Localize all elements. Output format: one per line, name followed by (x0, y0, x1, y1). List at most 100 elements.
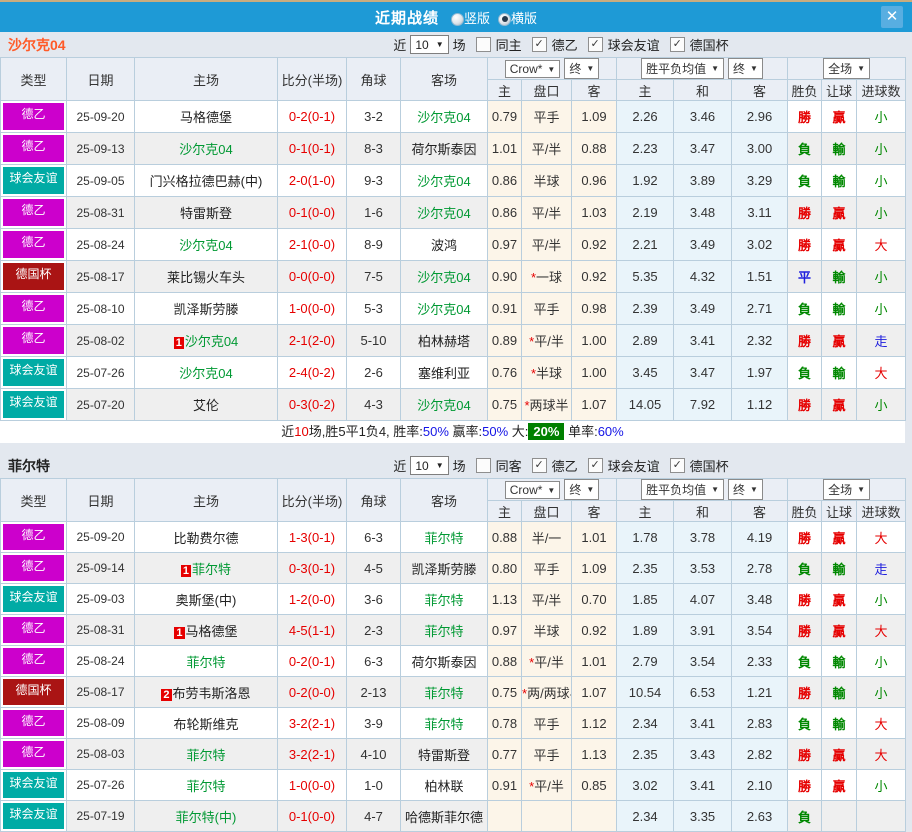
away-team-cell: 沙尔克04 (400, 388, 488, 421)
crow-home-odds-cell (487, 800, 522, 832)
home-team-cell: 凯泽斯劳滕 (134, 292, 278, 325)
crow-home-odds-cell: 0.91 (487, 292, 522, 325)
filter-suffix: 场 (452, 38, 466, 53)
goals-result-cell: 小 (856, 132, 907, 165)
final-select-2[interactable]: 终 ▼ (728, 479, 763, 500)
away-team-name: 沙尔克04 (417, 398, 471, 413)
home-team-name: 沙尔克04 (179, 366, 233, 381)
home-team-cell: 比勒费尔德 (134, 521, 278, 553)
fulltime-select[interactable]: 全场 ▼ (823, 58, 871, 79)
checkbox-同主[interactable] (475, 37, 491, 52)
crow-away-odds-cell: 1.12 (570, 707, 618, 739)
checkbox-球会友谊[interactable]: ✓ (587, 458, 603, 473)
league-type-cell: 德乙 (0, 132, 67, 165)
avg-draw-cell: 3.47 (673, 132, 733, 165)
league-badge: 德乙 (3, 710, 64, 736)
corner-cell: 6-3 (346, 645, 401, 677)
handicap-cell: 半球 (521, 164, 572, 197)
handicap-name: 平/半 (534, 778, 564, 794)
home-team-cell: 菲尔特 (134, 769, 278, 801)
handicap-cell: 平手 (521, 100, 572, 133)
checkbox-同客[interactable] (475, 458, 491, 473)
home-team-name: 沙尔克04 (184, 334, 239, 349)
handicap-name: 平/半 (534, 654, 564, 670)
close-button[interactable]: ✕ (881, 6, 903, 28)
league-badge: 德乙 (3, 617, 64, 643)
handicap-name: 两球半 (529, 398, 569, 413)
league-badge: 德国杯 (3, 679, 64, 705)
avg-select[interactable]: 胜平负均值 ▼ (641, 58, 725, 79)
checkbox-德国杯[interactable]: ✓ (669, 458, 685, 473)
avg-odds-group: 胜平负均值 ▼ 终 ▼ (616, 478, 789, 501)
result-cell: 負 (787, 707, 823, 739)
subheader: 胜负 (787, 79, 823, 101)
avg-away-cell: 2.82 (731, 738, 789, 770)
bookmaker-select[interactable]: Crow* ▼ (504, 481, 561, 499)
avg-home-cell: 14.05 (616, 388, 675, 421)
avg-home-cell: 2.34 (616, 707, 675, 739)
rank-badge: 1 (173, 337, 184, 349)
away-team-cell: 沙尔克04 (400, 100, 488, 133)
avg-draw-cell: 3.41 (673, 769, 733, 801)
final-select[interactable]: 终 ▼ (564, 58, 600, 79)
avg-select[interactable]: 胜平负均值 ▼ (641, 479, 725, 500)
bookmaker-select[interactable]: Crow* ▼ (504, 60, 561, 78)
match-row: 球会友谊 25-07-19 菲尔特(中) 0-1(0-0) 4-7 哈德斯菲尔德 2.34 3… (0, 800, 907, 832)
rank-badge: 1 (174, 626, 185, 639)
match-count-select[interactable]: 10 ▼ (410, 456, 449, 475)
home-team-name: 马格德堡 (185, 623, 238, 639)
checkbox-德国杯[interactable]: ✓ (669, 37, 685, 52)
fulltime-select[interactable]: 全场 ▼ (823, 479, 871, 500)
avg-home-cell: 1.92 (616, 164, 675, 197)
home-team-cell: 莱比锡火车头 (134, 260, 278, 293)
subheader: 盘口 (521, 500, 572, 522)
match-row: 德乙 25-08-24 菲尔特 0-2(0-1) 6-3 荷尔斯泰因 0.88 *平/半 1.0… (0, 645, 907, 677)
layout-radio-selected[interactable] (498, 12, 511, 26)
summary-segment: 20% (528, 423, 565, 440)
handicap-result-cell: 輸 (821, 356, 858, 389)
select-label: Crow* (509, 483, 543, 497)
crow-home-odds-cell: 0.91 (487, 769, 522, 801)
league-badge: 德乙 (3, 231, 64, 258)
avg-home-cell: 2.23 (616, 132, 675, 165)
away-team-name: 沙尔克04 (417, 302, 471, 317)
home-team-cell: 沙尔克04 (134, 228, 278, 261)
header-col-1: 日期 (66, 57, 135, 101)
avg-draw-cell: 3.46 (673, 100, 733, 133)
avg-away-cell: 2.83 (731, 707, 789, 739)
final-select-2[interactable]: 终 ▼ (728, 58, 763, 79)
subheader: 客 (570, 79, 618, 101)
away-team-name: 菲尔特 (424, 623, 464, 639)
fulltime-group: 全场 ▼ (787, 478, 907, 501)
corner-cell: 3-2 (346, 100, 401, 133)
final-select[interactable]: 终 ▼ (564, 479, 600, 500)
away-team-name: 柏林联 (424, 778, 464, 794)
league-badge: 球会友谊 (3, 803, 64, 829)
checkbox-德乙[interactable]: ✓ (531, 37, 547, 52)
avg-away-cell: 2.63 (731, 800, 789, 832)
checkbox-球会友谊[interactable]: ✓ (587, 37, 603, 52)
league-badge: 德乙 (3, 555, 64, 581)
handicap-result-cell: 贏 (821, 614, 858, 646)
header-col-4: 角球 (346, 57, 401, 101)
score-cell: 2-4(0-2) (277, 356, 347, 389)
avg-draw-cell: 4.32 (673, 260, 733, 293)
avg-home-cell: 2.89 (616, 324, 675, 357)
avg-away-cell: 3.11 (731, 196, 789, 229)
match-row: 德乙 25-08-31 1 马格德堡 4-5(1-1) 2-3 菲尔特 0.97 半球 0.92 1… (0, 614, 907, 646)
handicap-cell: 平手 (521, 738, 572, 770)
corner-cell: 8-9 (346, 228, 401, 261)
layout-radio-unselected[interactable] (450, 12, 464, 26)
crow-home-odds-cell: 0.75 (487, 676, 522, 708)
handicap-result-cell: 贏 (821, 196, 858, 229)
date-cell: 25-08-31 (66, 614, 135, 646)
away-team-cell: 塞维利亚 (400, 356, 488, 389)
match-count-select[interactable]: 10 ▼ (410, 35, 449, 54)
chevron-down-icon: ▼ (711, 64, 720, 73)
chevron-down-icon: ▼ (435, 461, 444, 470)
checkbox-德乙[interactable]: ✓ (531, 458, 547, 473)
away-team-name: 沙尔克04 (417, 110, 471, 125)
fulltime-group: 全场 ▼ (787, 57, 907, 80)
home-team-cell: 1 马格德堡 (134, 614, 278, 646)
league-type-cell: 球会友谊 (0, 769, 67, 801)
